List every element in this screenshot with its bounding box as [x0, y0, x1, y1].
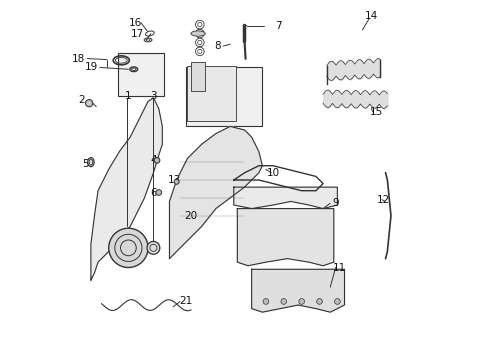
- Text: 20: 20: [184, 211, 197, 221]
- Text: 12: 12: [376, 195, 389, 204]
- Text: 14: 14: [364, 12, 377, 21]
- Text: 17: 17: [130, 28, 143, 39]
- Polygon shape: [233, 187, 337, 208]
- Circle shape: [147, 242, 160, 254]
- Bar: [118, 53, 164, 96]
- Text: 3: 3: [150, 91, 156, 101]
- Text: 11: 11: [332, 262, 345, 273]
- Text: 13: 13: [168, 175, 181, 185]
- Text: 7: 7: [275, 21, 282, 31]
- Text: 15: 15: [369, 107, 383, 117]
- Circle shape: [108, 228, 148, 267]
- Polygon shape: [91, 98, 162, 280]
- Text: 2: 2: [79, 95, 85, 105]
- Text: 1: 1: [125, 91, 131, 101]
- Text: 16: 16: [129, 18, 142, 28]
- Bar: [185, 67, 262, 126]
- Text: 21: 21: [179, 296, 192, 306]
- Polygon shape: [169, 126, 262, 258]
- Circle shape: [174, 179, 179, 184]
- Ellipse shape: [87, 158, 94, 167]
- Circle shape: [263, 298, 268, 304]
- Circle shape: [334, 298, 340, 304]
- Polygon shape: [251, 269, 344, 312]
- Text: 5: 5: [82, 159, 89, 169]
- Text: 10: 10: [266, 168, 279, 178]
- Text: 18: 18: [72, 54, 85, 64]
- Bar: [187, 66, 235, 121]
- Text: 9: 9: [332, 198, 338, 208]
- Circle shape: [154, 157, 160, 163]
- Circle shape: [316, 298, 322, 304]
- Text: 19: 19: [84, 63, 98, 72]
- Circle shape: [281, 298, 286, 304]
- Circle shape: [156, 190, 162, 195]
- Ellipse shape: [190, 31, 205, 36]
- Polygon shape: [237, 208, 333, 266]
- Circle shape: [85, 100, 93, 107]
- Circle shape: [298, 298, 304, 304]
- Bar: [190, 62, 205, 91]
- Text: 4: 4: [150, 156, 156, 165]
- Text: 8: 8: [214, 41, 221, 51]
- Text: 6: 6: [150, 188, 156, 198]
